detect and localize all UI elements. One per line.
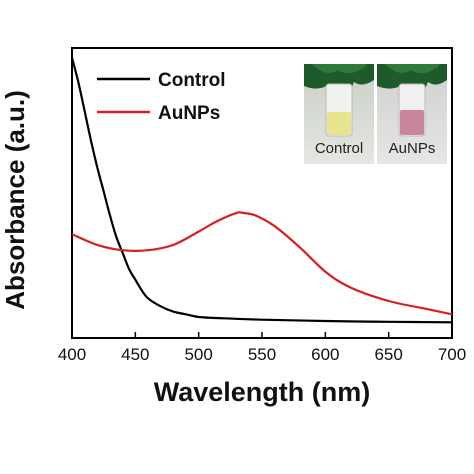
glove-shape-left: [304, 64, 374, 96]
inset-photo-aunps: AuNPs: [377, 64, 447, 164]
legend-label-aunps: AuNPs: [158, 103, 220, 124]
legend-label-control: Control: [158, 70, 226, 91]
photo-caption-aunps: AuNPs: [389, 140, 436, 157]
x-tick-label: 650: [374, 345, 402, 364]
series-line-aunps: [71, 211, 453, 316]
x-tick-label: 450: [121, 345, 149, 364]
series-line-control: [70, 57, 453, 324]
x-axis-ticks: 400 450 500 550 600 650 700: [58, 332, 466, 364]
series-layer: [70, 57, 453, 324]
x-tick-label: 700: [438, 345, 466, 364]
photo-caption-control: Control: [315, 140, 363, 157]
x-axis-title: Wavelength (nm): [154, 377, 371, 407]
inset-photo-control: Control: [304, 64, 374, 164]
x-tick-label: 600: [311, 345, 339, 364]
legend: Control AuNPs: [97, 70, 226, 124]
x-tick-label: 400: [58, 345, 86, 364]
y-axis-title: Absorbance (a.u.): [0, 90, 30, 310]
vial-liquid-aunps: [400, 110, 424, 135]
vial-liquid-control: [327, 112, 351, 135]
x-tick-label: 550: [248, 345, 276, 364]
x-tick-label: 500: [184, 345, 212, 364]
glove-shape-right: [377, 64, 447, 96]
